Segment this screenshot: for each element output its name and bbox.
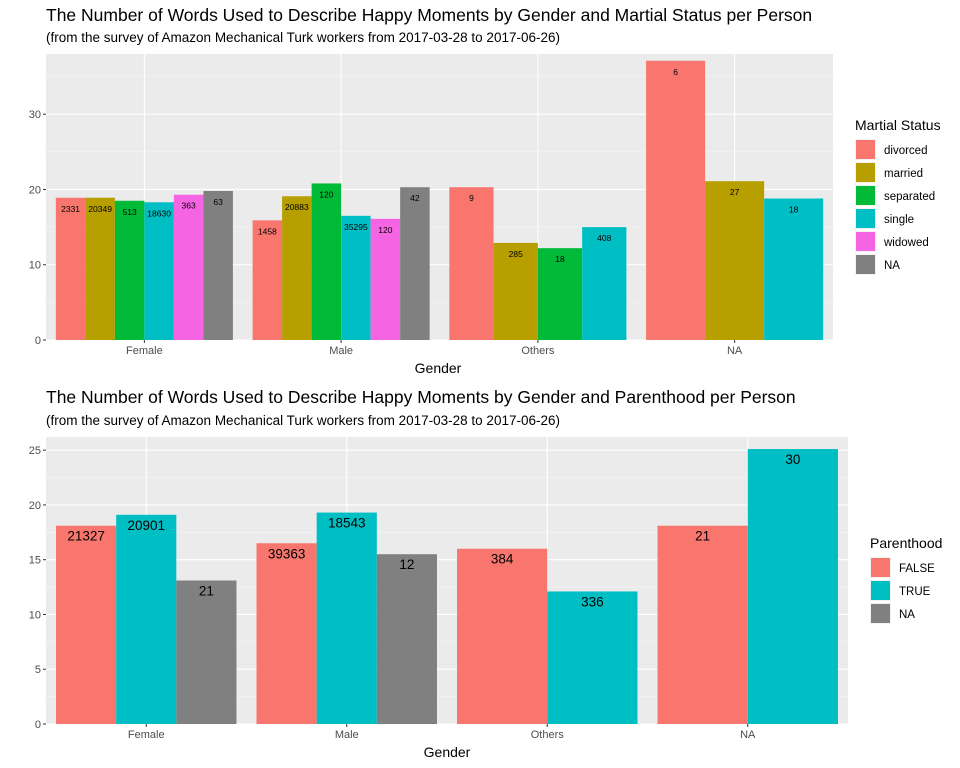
y-tick-label: 0 <box>35 335 41 347</box>
bar-married <box>282 196 312 340</box>
chart-subtitle: (from the survey of Amazon Mechanical Tu… <box>46 30 560 45</box>
legend-label: married <box>884 168 923 180</box>
bar-single <box>144 202 174 340</box>
data-label: 6 <box>673 67 678 77</box>
chart-title: The Number of Words Used to Describe Hap… <box>46 5 812 25</box>
y-tick-label: 30 <box>29 109 41 121</box>
legend-label: divorced <box>884 145 927 157</box>
data-label: 120 <box>319 189 333 199</box>
y-tick-label: 20 <box>29 184 41 196</box>
data-label: 18 <box>789 205 799 215</box>
bar-single <box>582 227 627 340</box>
bar-married <box>493 242 538 340</box>
bar-na <box>203 190 233 340</box>
data-label: 35295 <box>344 222 368 232</box>
data-label: 2331 <box>61 204 80 214</box>
data-label: 513 <box>123 207 137 217</box>
x-tick-label: Male <box>329 345 353 357</box>
data-label: 1458 <box>258 226 277 236</box>
x-tick-label: Others <box>521 345 555 357</box>
data-label: 63 <box>213 197 223 207</box>
bar-single <box>764 198 824 340</box>
legend-label: single <box>884 214 914 226</box>
bar-divorced <box>646 60 706 341</box>
bar-na <box>400 187 430 340</box>
x-tick-label: NA <box>727 345 743 357</box>
data-label: 120 <box>378 225 392 235</box>
bar-married <box>705 181 765 340</box>
legend-key-single <box>856 209 875 228</box>
data-label: 285 <box>509 249 523 259</box>
x-tick-label: Female <box>126 345 163 357</box>
bar-divorced <box>449 187 494 340</box>
bar-separated <box>537 248 583 340</box>
bar-widowed <box>370 218 401 340</box>
data-label: 18 <box>555 254 565 264</box>
data-label: 408 <box>597 233 611 243</box>
data-label: 363 <box>182 201 196 211</box>
bar-divorced <box>55 197 86 340</box>
bar-married <box>85 197 115 340</box>
bar-divorced <box>252 220 283 340</box>
legend-label: separated <box>884 191 935 203</box>
y-tick-label: 10 <box>29 260 41 272</box>
legend-title: Martial Status <box>855 117 941 133</box>
bar-separated <box>114 200 145 340</box>
data-label: 27 <box>730 187 740 197</box>
legend-key-widowed <box>856 232 875 251</box>
legend-label: NA <box>884 260 900 272</box>
legend-key-separated <box>856 186 875 205</box>
data-label: 18630 <box>147 208 171 218</box>
legend-label: widowed <box>883 237 929 249</box>
legend-key-divorced <box>856 140 875 159</box>
data-label: 20349 <box>88 204 112 214</box>
x-axis-title: Gender <box>415 360 462 376</box>
legend-key-na <box>856 255 875 274</box>
legend-key-married <box>856 163 875 182</box>
bar-separated <box>311 183 342 340</box>
data-label: 20883 <box>285 202 309 212</box>
bar-widowed <box>173 194 204 340</box>
bar-single <box>341 215 371 340</box>
data-label: 42 <box>410 193 420 203</box>
data-label: 9 <box>469 193 474 203</box>
